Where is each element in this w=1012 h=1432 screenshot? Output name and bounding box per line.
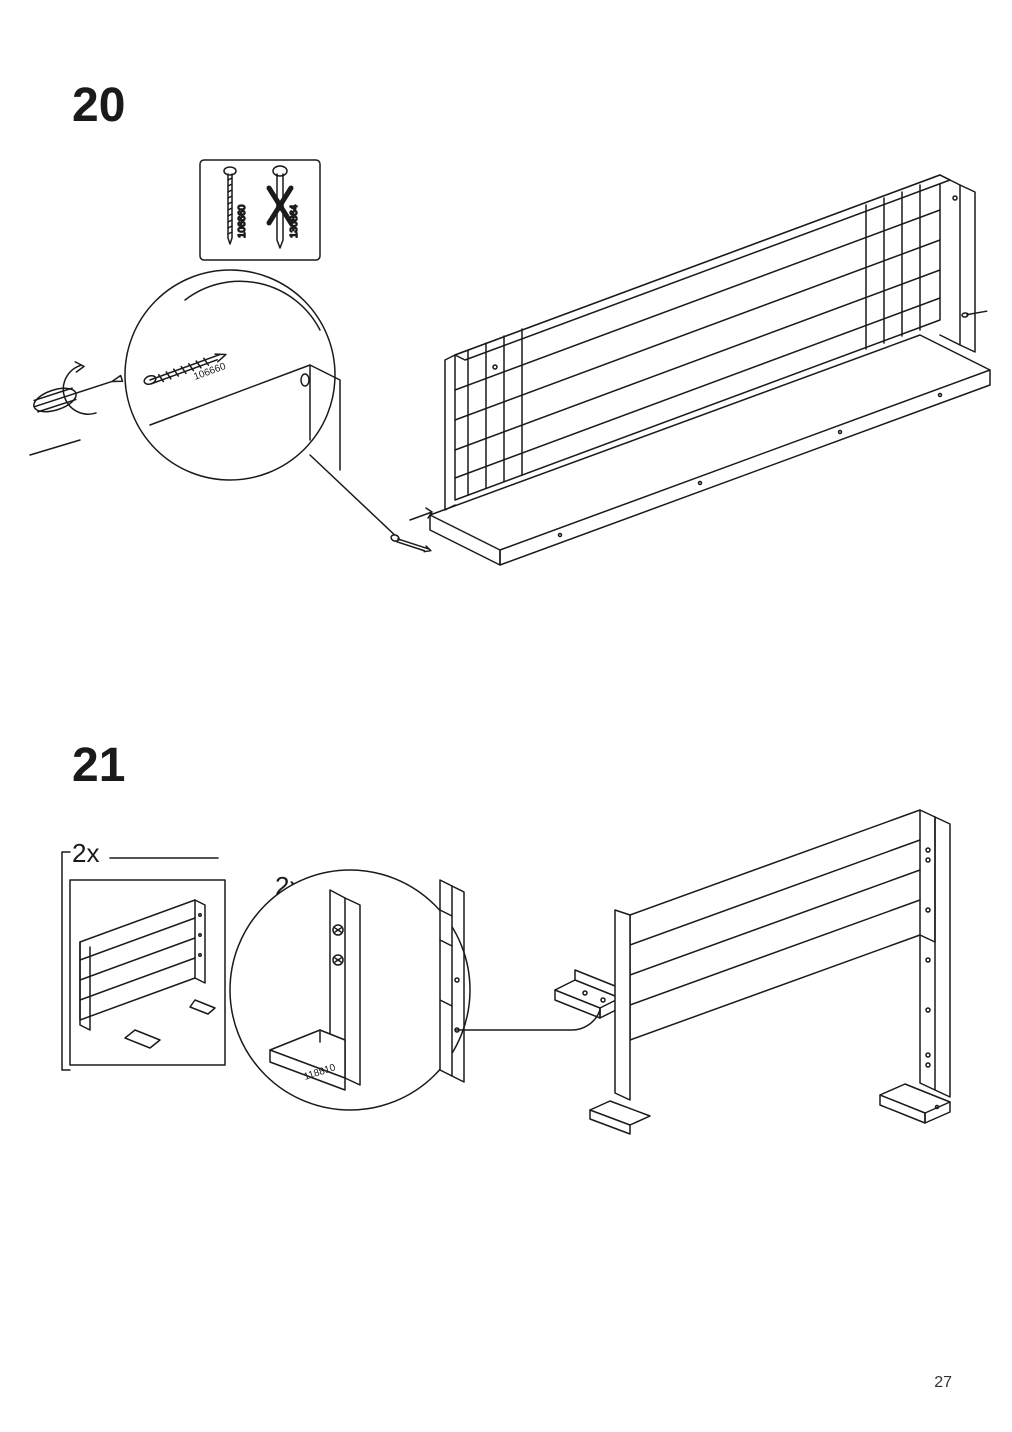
panel-assembly-right <box>590 810 950 1134</box>
parts-legend: 106660 130864 <box>200 160 320 260</box>
instruction-page: 20 106660 1 <box>0 0 1012 1432</box>
loose-screw-icon <box>390 534 432 554</box>
foot-piece <box>555 970 620 1018</box>
screwdriver-icon <box>25 350 129 431</box>
step-20-figure: 106660 130864 2x <box>0 120 1012 680</box>
part-code-130864: 130864 <box>289 204 300 238</box>
step21-panel-qty: 2x <box>72 838 99 868</box>
screw-detail-callout: 106660 <box>25 270 400 540</box>
page-number: 27 <box>934 1374 952 1392</box>
arrow-icon <box>410 508 432 520</box>
frame-assembly <box>430 175 990 565</box>
step-21-number: 21 <box>72 738 125 793</box>
panel-thumbnail: 2x <box>62 838 225 1070</box>
foot-detail-callout: 2x 118810 <box>230 870 600 1110</box>
step-21-figure: 2x 2 <box>0 800 1012 1280</box>
part-code-106660-a: 106660 <box>237 204 248 238</box>
